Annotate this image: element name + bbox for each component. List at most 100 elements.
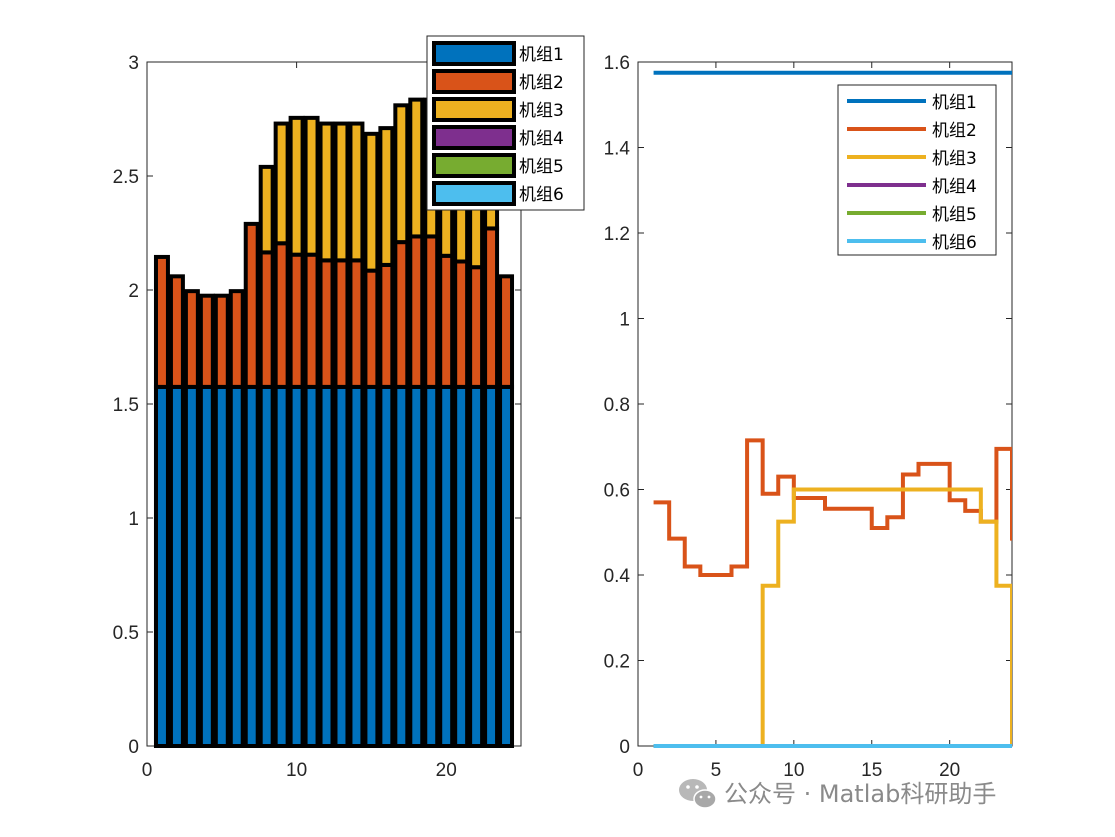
- bar-segment: [393, 240, 410, 389]
- y-tick-label: 0.2: [604, 652, 630, 673]
- bar-segment: [168, 384, 185, 748]
- bar-segment: [303, 252, 320, 389]
- watermark: 公众号 · Matlab科研助手: [679, 779, 996, 809]
- bar-segment: [378, 384, 395, 748]
- legend-label: 机组2: [519, 73, 564, 93]
- bar-segment: [153, 384, 170, 748]
- stacked-bar-chart: 0 0.5 1 1.5 2 2.5 3 0 10 20 机组1 机组2 机组3 机组4 机组5 机组6: [113, 35, 585, 781]
- bar-segment: [333, 121, 350, 263]
- bar-segment: [423, 234, 440, 389]
- y-tick-label: 2.5: [113, 167, 139, 188]
- bar-segment: [498, 274, 515, 389]
- bar-segment: [408, 97, 425, 239]
- y-tick-label: 1.4: [604, 139, 631, 160]
- legend-label: 机组4: [519, 129, 564, 149]
- bar-segment: [378, 262, 395, 389]
- bar-segment: [483, 384, 500, 748]
- x-tick-label: 20: [939, 760, 960, 781]
- bar-segment: [333, 384, 350, 748]
- bar-segment: [348, 121, 365, 263]
- bar-segment: [243, 384, 260, 748]
- x-tick-label: 15: [861, 760, 882, 781]
- bar-segment: [318, 121, 335, 263]
- watermark-text: 公众号 · Matlab科研助手: [724, 780, 996, 808]
- x-tick-label: 10: [783, 760, 804, 781]
- x-tick-label: 5: [711, 760, 722, 781]
- legend-label: 机组1: [519, 45, 564, 65]
- bar-segment: [438, 253, 455, 389]
- bar-segment: [198, 293, 215, 389]
- bar-segment: [453, 384, 470, 748]
- y-tick-label: 0: [128, 737, 139, 758]
- legend-label: 机组2: [932, 121, 977, 141]
- bar-segment: [228, 289, 245, 389]
- y-tick-label: 1.6: [604, 53, 630, 74]
- legend-box: [837, 84, 997, 256]
- legend-swatch: [432, 153, 516, 178]
- x-tick-label: 10: [286, 760, 307, 781]
- bar-segment: [258, 250, 275, 389]
- bar-segment: [303, 115, 320, 257]
- bar-segment: [423, 384, 440, 748]
- series-lines: [653, 70, 1012, 748]
- legend-swatch: [432, 181, 516, 206]
- legend-label: 机组6: [519, 185, 564, 205]
- bar-segment: [393, 384, 410, 748]
- bar-segment: [288, 115, 305, 257]
- bar-segment: [363, 268, 380, 389]
- bar-segment: [198, 384, 215, 748]
- bar-segment: [348, 258, 365, 389]
- bar-segment: [393, 103, 410, 245]
- y-tick-label: 3: [128, 53, 139, 74]
- bar-segment: [273, 384, 290, 748]
- bar-segment: [183, 289, 200, 389]
- bar-segment: [273, 241, 290, 389]
- bar-segment: [468, 265, 485, 389]
- legend-label: 机组5: [519, 157, 564, 177]
- bar-segment: [348, 384, 365, 748]
- y-tick-label: 1: [619, 310, 630, 331]
- bar-segment: [168, 274, 185, 389]
- step-line-chart: 0 0.2 0.4 0.6 0.8 1 1.2 1.4 1.6 0 5 10 15 20 机组1 机组2 机组3…: [604, 53, 1013, 781]
- bar-segment: [483, 226, 500, 389]
- bar-segment: [303, 384, 320, 748]
- bar-segment: [498, 384, 515, 748]
- bar-segment: [363, 384, 380, 748]
- x-tick-label: 0: [633, 760, 644, 781]
- bar-segment: [153, 254, 170, 389]
- y-tick-label: 1.2: [604, 224, 630, 245]
- bar-segment: [333, 258, 350, 389]
- y-tick-label: 2: [128, 281, 139, 302]
- bar-segment: [408, 384, 425, 748]
- x-tick-label: 0: [142, 760, 153, 781]
- bar-segment: [243, 221, 260, 389]
- bar-segment: [408, 234, 425, 389]
- bar-segment: [318, 258, 335, 389]
- legend-label: 机组3: [932, 149, 977, 169]
- bar-segment: [273, 121, 290, 246]
- y-tick-label: 0.6: [604, 481, 630, 502]
- bar-segment: [213, 384, 230, 748]
- bar-segment: [363, 131, 380, 273]
- bar-segment: [213, 293, 230, 389]
- series-line: [653, 438, 1012, 577]
- y-tick-label: 0.8: [604, 395, 630, 416]
- bar-segment: [288, 384, 305, 748]
- y-tick-label: 1: [128, 509, 139, 530]
- bar-segment: [453, 259, 470, 389]
- bar-segment: [183, 384, 200, 748]
- y-tick-label: 1.5: [113, 395, 139, 416]
- legend-swatch: [432, 69, 516, 94]
- legend-swatch: [432, 41, 516, 66]
- legend-label: 机组5: [932, 205, 977, 225]
- bar-segment: [258, 164, 275, 255]
- legend-swatch: [432, 125, 516, 150]
- legend-label: 机组6: [932, 233, 977, 253]
- bar-segment: [228, 384, 245, 748]
- y-tick-label: 0.4: [604, 566, 631, 587]
- bar-segment: [438, 384, 455, 748]
- legend-label: 机组3: [519, 101, 564, 121]
- legend-swatch: [432, 97, 516, 122]
- x-tick-label: 20: [436, 760, 457, 781]
